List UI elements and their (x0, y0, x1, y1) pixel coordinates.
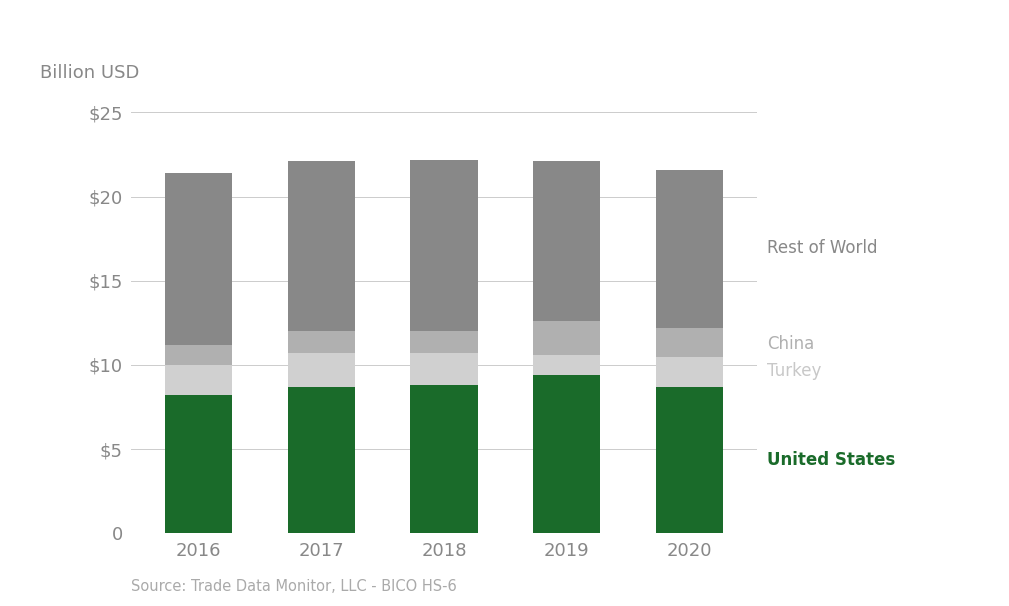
Bar (656, 328, 723, 356)
Bar (288, 161, 355, 331)
Bar (288, 331, 355, 353)
Bar (656, 387, 723, 533)
Text: Source: Trade Data Monitor, LLC - BICO HS-6: Source: Trade Data Monitor, LLC - BICO H… (131, 579, 457, 594)
Text: Rest of World: Rest of World (767, 239, 878, 257)
Bar (533, 321, 600, 355)
Bar (411, 385, 477, 533)
Bar (164, 173, 232, 345)
Bar (164, 395, 232, 533)
Bar (411, 159, 477, 331)
Text: United States: United States (767, 450, 895, 468)
Bar (288, 353, 355, 387)
Bar (533, 161, 600, 321)
Bar (411, 331, 477, 353)
Bar (533, 375, 600, 533)
Bar (164, 345, 232, 365)
Bar (656, 170, 723, 328)
Bar (656, 356, 723, 387)
Bar (164, 365, 232, 395)
Text: Billion USD: Billion USD (40, 64, 139, 82)
Bar (288, 387, 355, 533)
Bar (411, 353, 477, 385)
Text: Turkey: Turkey (767, 362, 821, 380)
Text: China: China (767, 335, 814, 353)
Bar (533, 355, 600, 375)
